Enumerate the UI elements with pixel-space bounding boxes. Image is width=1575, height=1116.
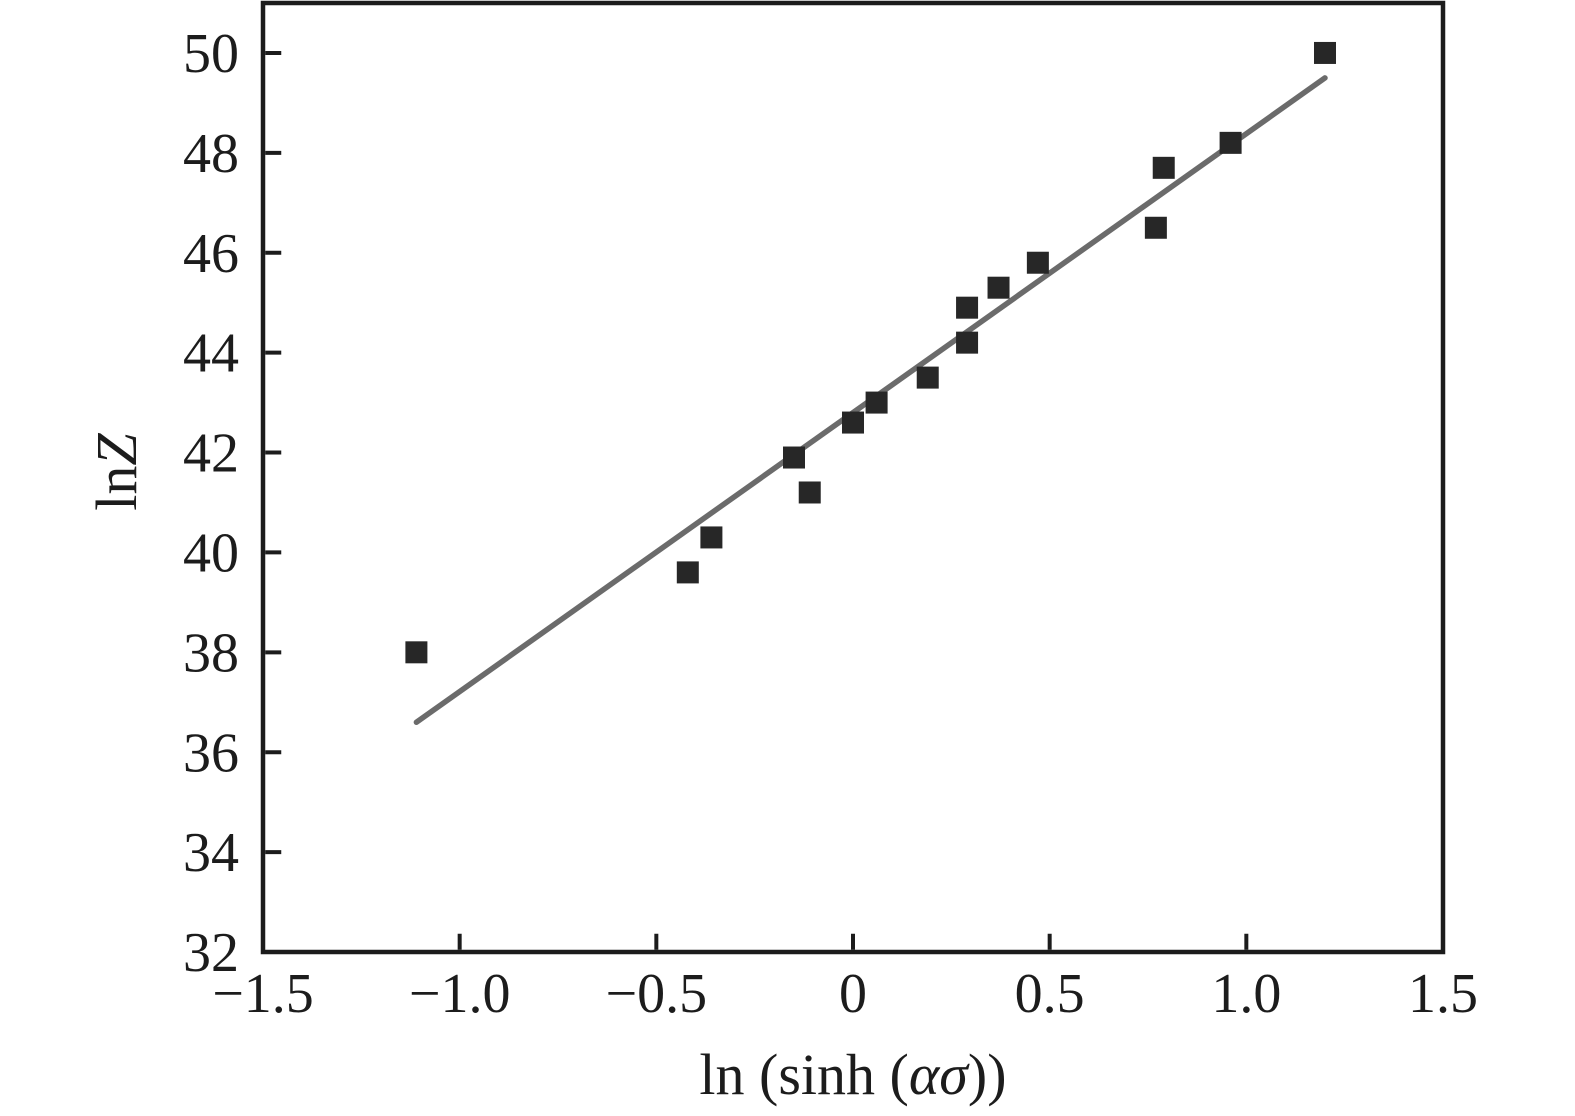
x-tick-label: 1.5: [1408, 963, 1478, 1025]
data-point-marker: [842, 411, 864, 434]
y-tick-label: 34: [183, 822, 239, 884]
y-tick-label: 42: [183, 423, 239, 485]
data-point-marker: [987, 276, 1010, 299]
x-tick-label: −0.5: [606, 963, 708, 1025]
x-tick-label: −1.5: [212, 963, 314, 1025]
x-tick-label: 1.0: [1211, 963, 1281, 1025]
data-point-marker: [1219, 131, 1242, 154]
x-tick-label: −1.0: [409, 963, 511, 1025]
data-point-marker: [916, 366, 939, 389]
data-point-marker: [700, 526, 723, 549]
data-point-marker: [783, 446, 805, 469]
data-point-marker: [1152, 156, 1175, 179]
data-point-marker: [1026, 251, 1049, 274]
y-tick-label: 44: [183, 323, 239, 385]
y-axis-label: lnZ: [84, 433, 149, 511]
data-point-marker: [1314, 41, 1336, 64]
data-point-marker: [405, 641, 428, 664]
y-tick-label: 36: [183, 722, 239, 784]
plot-border: [260, 0, 1446, 955]
data-point-marker: [676, 561, 699, 584]
y-tick-label: 46: [183, 223, 239, 285]
y-tick-label: 38: [183, 622, 239, 684]
data-point-marker: [798, 481, 821, 504]
data-point-marker: [865, 391, 888, 414]
y-tick-label: 50: [183, 23, 239, 85]
x-tick-label: 0.5: [1015, 963, 1085, 1025]
x-axis-label: ln (sinh (ασ)): [699, 1042, 1006, 1107]
x-tick-label: 0: [839, 963, 867, 1025]
data-point-marker: [956, 331, 979, 354]
y-tick-label: 32: [183, 922, 239, 984]
y-tick-label: 40: [183, 522, 239, 584]
data-point-marker: [956, 296, 979, 319]
data-point-marker: [1144, 216, 1167, 239]
y-tick-label: 48: [183, 123, 239, 185]
